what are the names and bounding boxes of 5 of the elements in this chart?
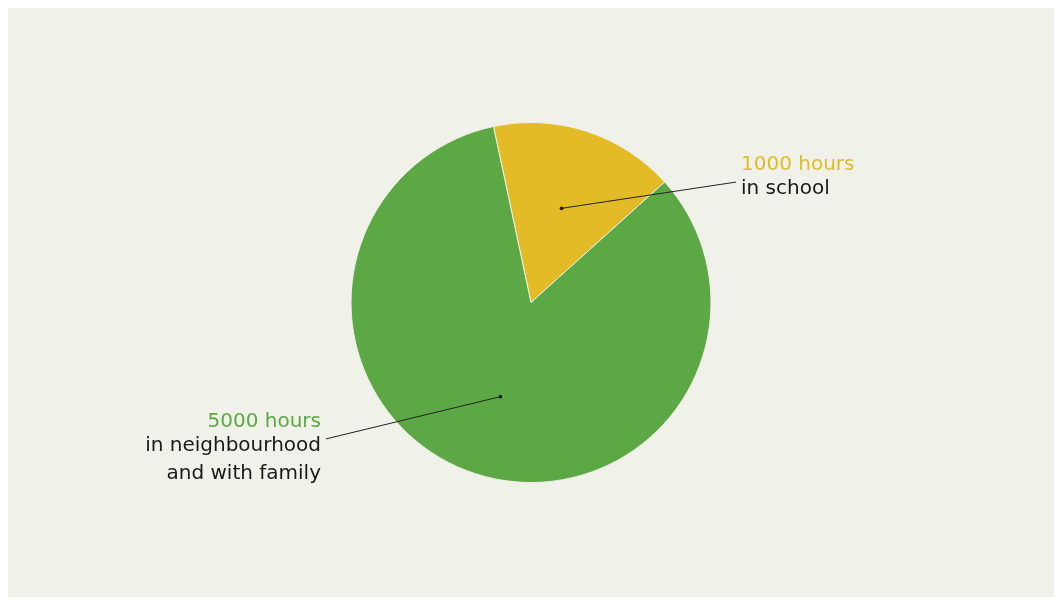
slice-label: in school [741,175,830,200]
data-label: 1000 hours [741,151,855,176]
slice-label: in neighbourhood and with family [145,431,322,484]
data-label: 5000 hours [207,407,321,432]
pie-slice [350,125,712,483]
